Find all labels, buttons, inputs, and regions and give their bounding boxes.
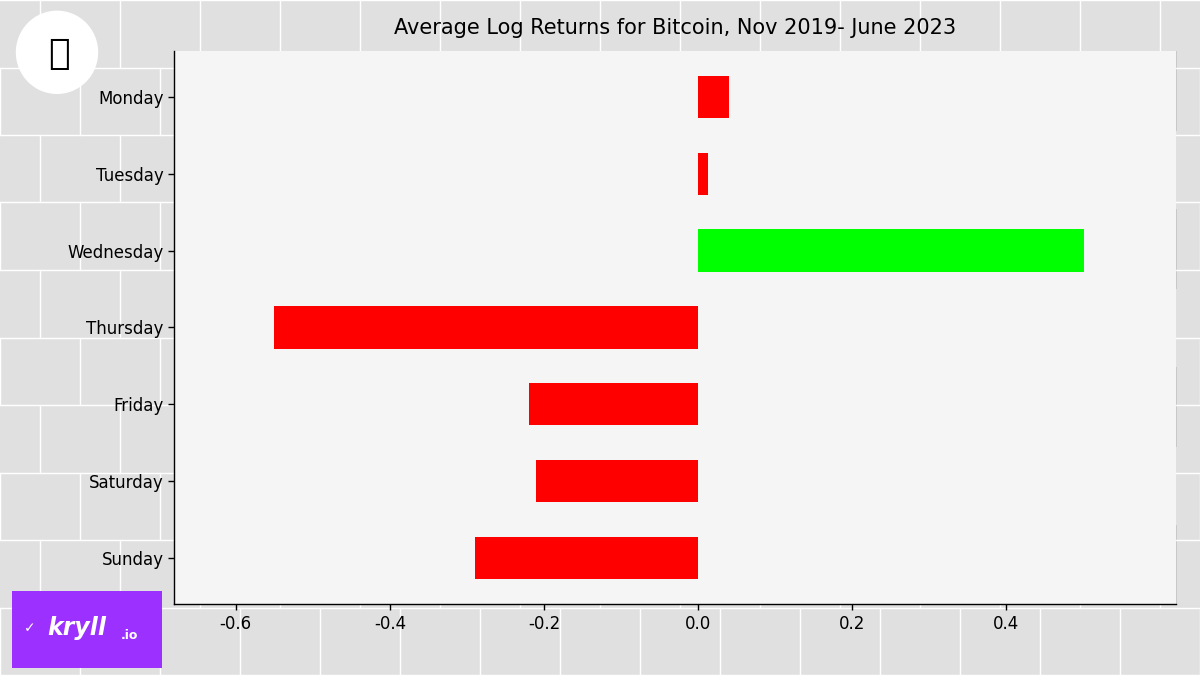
Bar (536, 460, 698, 502)
Bar (275, 306, 698, 348)
Title: Average Log Returns for Bitcoin, Nov 2019- June 2023: Average Log Returns for Bitcoin, Nov 201… (394, 18, 956, 38)
Bar (698, 230, 1084, 271)
Bar (698, 153, 708, 195)
Circle shape (17, 11, 97, 93)
Bar (475, 537, 698, 579)
Text: ₿: ₿ (48, 37, 70, 71)
Text: ✓: ✓ (24, 621, 36, 635)
Bar (528, 383, 698, 425)
FancyBboxPatch shape (6, 589, 168, 670)
Text: .io: .io (120, 629, 138, 642)
Text: kryll: kryll (47, 616, 106, 640)
Bar (698, 76, 728, 118)
